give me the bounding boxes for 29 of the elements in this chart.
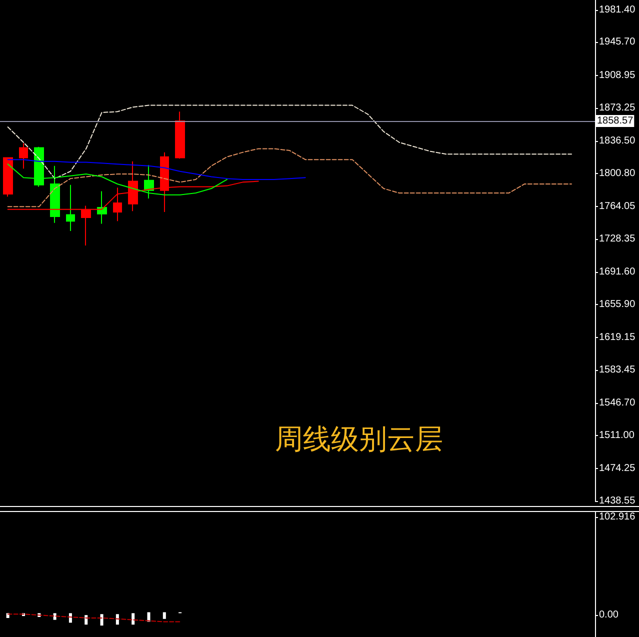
candlestick [19, 142, 28, 170]
y-tick-label: 1764.05 [599, 201, 636, 212]
y-tick-label: 1655.90 [599, 298, 636, 310]
annotation: 周线级别云层 [275, 422, 443, 456]
y-tick-label: 1981.40 [599, 4, 636, 16]
y-tick-label: 1836.50 [599, 136, 636, 147]
y-tick-label: 1474.25 [599, 463, 636, 474]
candlestick [97, 190, 107, 224]
y-tick-label: 1945.70 [599, 36, 636, 48]
y-tick-label: 1546.70 [599, 398, 636, 409]
line-series [7, 159, 306, 180]
candlestick [175, 111, 185, 160]
y-tick-label: 102.916 [599, 512, 636, 523]
y-tick-label: 1908.95 [599, 70, 636, 81]
y-tick-label: 1800.80 [599, 168, 636, 179]
y-tick-label: 1619.15 [599, 332, 636, 344]
y-tick-label: 1438.55 [599, 496, 636, 506]
y-tick-label: 0.00 [599, 610, 619, 621]
candlestick [3, 157, 13, 198]
y-tick-label: 1691.60 [599, 266, 636, 278]
line-series [7, 614, 181, 622]
line-series [7, 104, 572, 180]
candlestick [66, 184, 75, 232]
ref-line-label: 1858.57 [597, 116, 634, 127]
y-tick-label: 1873.25 [599, 102, 636, 114]
y-tick-label: 1728.35 [599, 233, 636, 244]
y-tick-label: 1511.00 [599, 430, 635, 441]
y-tick-label: 1583.45 [599, 364, 636, 376]
line-series [7, 148, 572, 208]
